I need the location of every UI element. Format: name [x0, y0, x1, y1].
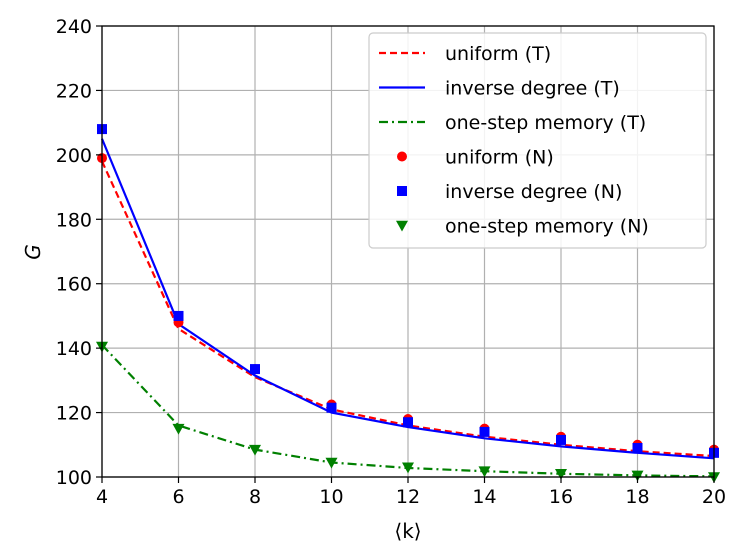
data-point	[479, 426, 490, 437]
ticks: 4 6 8 10 12 14 16 18 20 100 120 140 160 180 200 220 240	[56, 16, 726, 508]
legend-label: uniform (T)	[445, 43, 551, 65]
y-tick-label: 240	[56, 16, 92, 38]
data-point	[326, 402, 337, 413]
data-point	[250, 364, 260, 375]
y-tick-label: 120	[56, 403, 92, 425]
legend-item: uniform (T)	[379, 43, 551, 65]
legend-marker	[397, 186, 407, 196]
x-tick-label: 8	[249, 486, 261, 508]
legend-label: one-step memory (T)	[445, 112, 646, 134]
data-point	[631, 470, 644, 482]
legend-item: one-step memory (T)	[379, 112, 646, 134]
y-tick-label: 100	[56, 467, 92, 489]
legend-item: uniform (N)	[397, 147, 554, 169]
x-tick-label: 16	[549, 486, 573, 508]
y-tick-label: 160	[56, 274, 92, 296]
data-point	[403, 417, 413, 428]
x-tick-label: 4	[96, 486, 108, 508]
x-tick-label: 18	[625, 486, 649, 508]
x-tick-label: 12	[396, 486, 420, 508]
legend-box	[368, 32, 707, 249]
x-tick-label: 14	[472, 486, 496, 508]
legend-label: one-step memory (N)	[445, 216, 649, 238]
data-point	[478, 466, 491, 478]
data-point	[402, 462, 414, 474]
x-axis-label: ⟨k⟩	[394, 519, 421, 543]
legend-label: inverse degree (N)	[445, 181, 622, 203]
legend-marker	[397, 151, 407, 162]
y-axis-label: G	[21, 244, 45, 260]
legend-item: one-step memory (N)	[396, 216, 649, 238]
y-tick-label: 140	[56, 338, 92, 360]
data-point	[325, 457, 338, 469]
data-point	[556, 434, 566, 445]
legend-label: inverse degree (T)	[445, 78, 620, 100]
y-tick-label: 180	[56, 209, 92, 231]
legend-item: inverse degree (T)	[379, 78, 620, 100]
legend-label: uniform (N)	[445, 147, 554, 169]
legend-marker	[396, 220, 408, 232]
data-point	[249, 444, 261, 456]
data-point	[555, 468, 567, 480]
data-point	[172, 423, 185, 435]
data-point	[632, 443, 643, 454]
legend: uniform (T) inverse degree (T) one-step me…	[368, 32, 707, 249]
y-tick-label: 220	[56, 80, 92, 102]
x-tick-label: 10	[319, 486, 343, 508]
x-tick-label: 20	[702, 486, 726, 508]
x-tick-label: 6	[172, 486, 184, 508]
data-point	[173, 310, 184, 321]
y-tick-label: 200	[56, 145, 92, 167]
legend-item: inverse degree (N)	[397, 181, 622, 203]
